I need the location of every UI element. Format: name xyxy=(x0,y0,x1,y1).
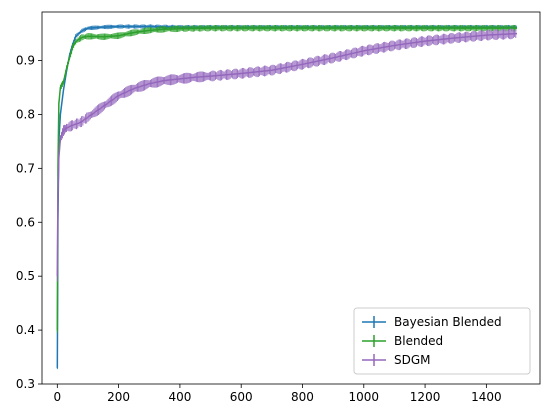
y-tick-label: 0.3 xyxy=(16,377,35,391)
y-tick-label: 0.5 xyxy=(16,269,35,283)
x-tick-label: 0 xyxy=(54,390,62,404)
legend-label: Bayesian Blended xyxy=(394,315,502,329)
legend-box xyxy=(353,307,531,375)
x-tick-label: 600 xyxy=(230,390,253,404)
legend-item: Bayesian Blended xyxy=(362,315,502,329)
series-1 xyxy=(56,24,518,334)
x-tick-label: 1000 xyxy=(349,390,380,404)
series-2-error-bars xyxy=(56,28,517,282)
x-tick-label: 800 xyxy=(291,390,314,404)
legend-label: SDGM xyxy=(394,353,431,367)
y-tick-label: 0.8 xyxy=(16,107,35,121)
x-tick-label: 400 xyxy=(168,390,191,404)
legend-item: SDGM xyxy=(362,353,431,367)
x-tick-label: 1200 xyxy=(410,390,441,404)
x-axis-ticks: 0 200 400 600 800 1000 1200 1400 xyxy=(54,384,502,404)
legend-label: Blended xyxy=(394,334,443,348)
series-layer xyxy=(56,24,518,370)
series-2 xyxy=(56,28,518,282)
x-tick-label: 200 xyxy=(107,390,130,404)
y-tick-label: 0.4 xyxy=(16,323,35,337)
series-line-2 xyxy=(56,32,518,277)
x-tick-label: 1400 xyxy=(471,390,502,404)
plot-frame xyxy=(41,11,541,385)
y-tick-label: 0.9 xyxy=(16,54,35,68)
legend: Bayesian Blended Blended SDGM xyxy=(353,307,531,375)
series-line-1 xyxy=(56,27,518,331)
y-axis-ticks: 0.3 0.4 0.5 0.6 0.7 0.8 0.9 xyxy=(16,54,42,391)
axes: 0 200 400 600 800 1000 1200 1400 0.30.40.50.60.… xyxy=(16,11,541,404)
y-tick-label: 0.7 xyxy=(16,161,35,175)
y-tick-label: 0.6 xyxy=(16,215,35,229)
legend-item: Blended xyxy=(362,334,443,348)
